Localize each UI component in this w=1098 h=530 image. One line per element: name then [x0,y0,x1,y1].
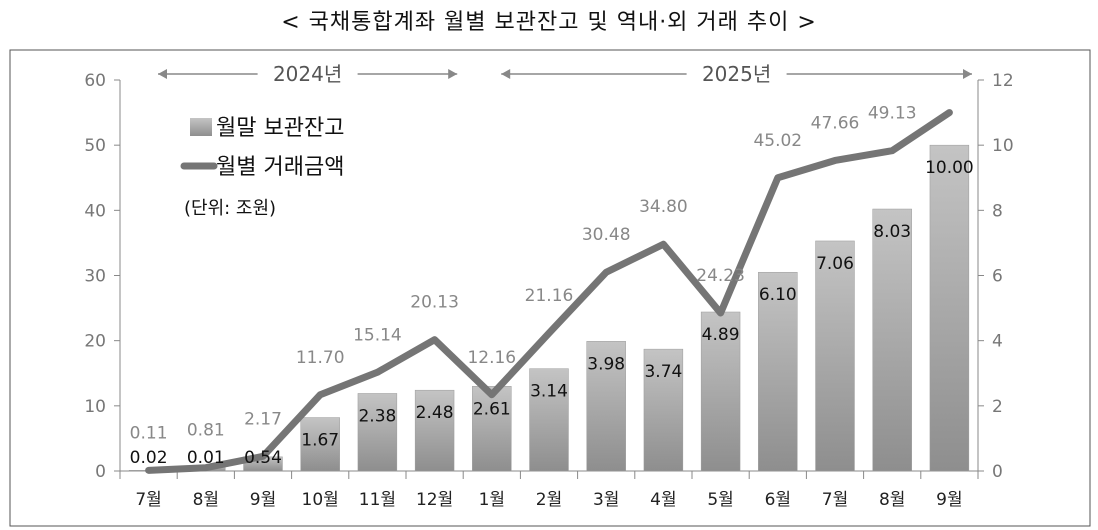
x-tick-label: 9월 [250,490,276,510]
x-tick-label: 11월 [359,490,396,510]
y-tick-label-left: 60 [84,71,106,91]
x-tick-label: 4월 [650,490,676,510]
bar-value-label: 4.89 [702,325,740,345]
bar [758,271,798,472]
line-value-label: 49.13 [868,104,917,124]
period-arrow-head-right [963,69,972,79]
unit-note: (단위: 조원) [184,198,276,219]
period-label: 2025년 [702,62,771,86]
line-value-label: 0.81 [187,421,225,441]
x-tick-label: 1월 [479,490,505,510]
legend-label-line: 월별 거래금액 [216,155,344,180]
bar-value-label: 10.00 [925,158,974,178]
bar [586,341,626,472]
bar [529,368,569,472]
line-value-label: 21.16 [525,286,574,306]
x-tick-label: 8월 [879,490,905,510]
x-tick-label: 7월 [135,490,161,510]
y-tick-label-left: 10 [84,397,106,417]
bar [700,311,741,472]
x-tick-label: 12월 [416,490,453,510]
chart-frame [9,49,1091,527]
bar-value-label: 1.67 [301,431,339,451]
line-value-label: 12.16 [467,348,516,368]
y-tick-label-left: 40 [84,201,106,221]
bar-value-label: 8.03 [873,222,911,242]
bar [872,208,912,472]
y-tick-label-right: 10 [992,136,1014,156]
axes: 0 10 20 30 40 50 60 0 2 4 6 8 10 12 7월 8월 9월 10월 11월 12월 1월 2… [84,71,1013,510]
bar-value-label: 0.02 [130,448,168,468]
line-value-label: 34.80 [639,197,688,217]
bar [472,386,512,472]
period-arrow-head-left [158,69,167,79]
line-value-label: 11.70 [296,348,345,368]
y-tick-label-right: 6 [992,267,1003,287]
bar-value-label: 0.01 [187,448,225,468]
x-tick-label: 3월 [593,490,619,510]
bar [815,240,855,472]
y-tick-label-left: 50 [84,136,106,156]
period-arrow-head-right [448,69,458,79]
x-tick-label: 2월 [536,490,562,510]
bar-value-label: 3.98 [587,354,625,374]
line-value-label: 24.23 [696,266,745,286]
line-value-label: 0.11 [130,423,168,443]
y-tick-label-left: 0 [95,462,106,482]
bar-value-label: 2.38 [358,406,396,426]
line-value-label: 47.66 [811,113,860,133]
bar-value-label: 3.74 [644,362,682,382]
y-tick-label-left: 20 [84,332,106,352]
period-label: 2024년 [273,62,342,86]
line-series [145,109,953,474]
period-markers: 2024년 2025년 [158,62,972,86]
x-tick-label: 7월 [822,490,848,510]
x-tick-label: 6월 [765,490,791,510]
bar [357,393,398,472]
y-tick-label-right: 12 [992,71,1014,91]
y-tick-label-right: 0 [992,462,1003,482]
y-tick-label-left: 30 [84,267,106,287]
bar [643,348,684,472]
bar-value-label: 2.61 [473,399,511,419]
bar [929,144,970,472]
x-tick-label: 10월 [302,490,339,510]
y-tick-label-right: 4 [992,332,1003,352]
period-arrow-head-left [501,69,511,79]
x-tick-label: 8월 [193,490,219,510]
legend-swatch-bar [190,118,212,136]
line-value-label: 45.02 [753,131,802,151]
x-tick-label: 9월 [936,490,962,510]
legend-label-bar: 월말 보관잔고 [216,116,344,141]
line-value-label: 2.17 [244,409,282,429]
bar-value-label: 6.10 [759,285,797,305]
chart-title: < 국채통합계좌 월별 보관잔고 및 역내·외 거래 추이 > [281,10,817,35]
bar-value-label: 2.48 [416,403,454,423]
bar-value-label: 3.14 [530,382,568,402]
data-labels: 0.02 0.01 0.54 1.67 2.38 2.48 2.61 3.14 3.98 3.74… [130,104,974,468]
trade-line [145,109,953,474]
bar-series [128,144,970,472]
bar-value-label: 0.54 [244,448,282,468]
line-value-label: 15.14 [353,325,402,345]
y-tick-label-right: 2 [992,397,1003,417]
line-value-label: 30.48 [582,225,631,245]
line-value-label: 20.13 [410,293,459,313]
bar [300,417,340,472]
bar [414,389,455,472]
y-tick-label-right: 8 [992,201,1003,221]
bar-value-label: 7.06 [816,254,854,274]
x-tick-label: 5월 [707,490,733,510]
